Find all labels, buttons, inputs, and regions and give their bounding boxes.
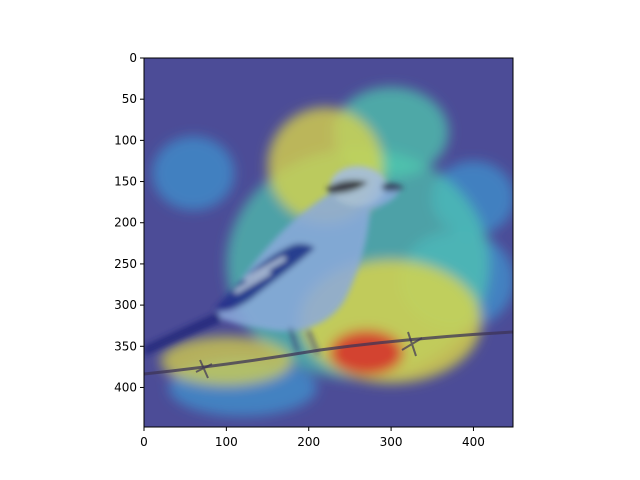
x-tick-label: 100	[215, 435, 238, 449]
bird-tail	[144, 312, 222, 356]
overlay-veil	[144, 58, 513, 427]
y-tick-label: 250	[114, 257, 137, 271]
y-tick-label: 200	[114, 216, 137, 230]
bird-wing-bars	[234, 256, 286, 294]
bird-body	[214, 179, 400, 332]
y-tick-label: 100	[114, 133, 137, 147]
bird-wing	[214, 243, 315, 312]
x-tick-label: 400	[462, 435, 485, 449]
wire-barb-right	[401, 331, 423, 357]
heat-blob	[152, 136, 235, 211]
y-axis: 0 50 100 150 200 250 300 350 400	[114, 51, 144, 394]
bird-eye	[352, 180, 360, 188]
x-tick-label: 200	[297, 435, 320, 449]
y-tick-label: 150	[114, 175, 137, 189]
x-axis: 0 100 200 300 400	[140, 427, 485, 449]
wire-strand	[144, 330, 513, 376]
y-tick-label: 50	[122, 92, 137, 106]
y-tick-label: 300	[114, 298, 137, 312]
bird-image	[144, 166, 404, 356]
x-tick-label: 300	[380, 435, 403, 449]
y-tick-label: 350	[114, 339, 137, 353]
barbed-wire	[144, 330, 513, 379]
axes-frame	[143, 57, 514, 428]
y-tick-label: 400	[114, 380, 137, 394]
y-tick-label: 0	[129, 51, 137, 65]
wire-barb-left	[195, 359, 213, 379]
x-tick-label: 0	[140, 435, 148, 449]
bird-beak	[382, 183, 404, 192]
plot-area	[144, 58, 513, 427]
heat-blob	[160, 336, 293, 386]
